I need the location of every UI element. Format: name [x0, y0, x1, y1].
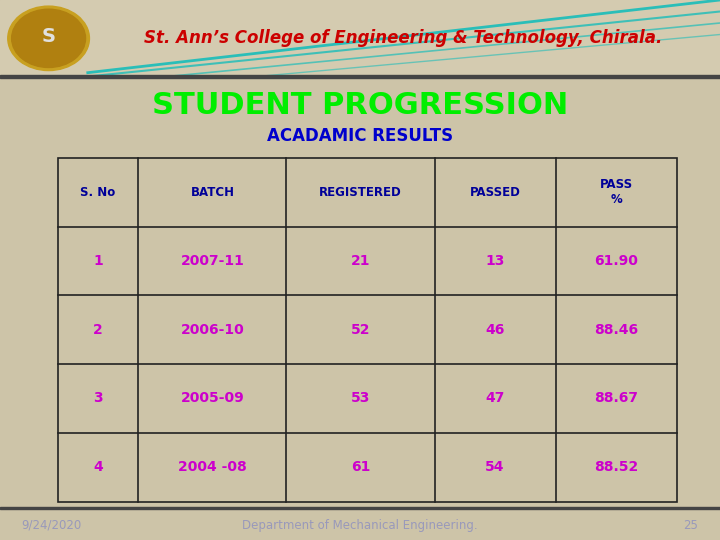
Text: 52: 52	[351, 323, 370, 337]
Text: 2: 2	[93, 323, 103, 337]
Circle shape	[8, 6, 89, 71]
Text: 2007-11: 2007-11	[181, 254, 244, 268]
Text: ACADAMIC RESULTS: ACADAMIC RESULTS	[267, 127, 453, 145]
Text: 88.52: 88.52	[594, 460, 639, 474]
Text: REGISTERED: REGISTERED	[319, 186, 402, 199]
Text: 88.67: 88.67	[594, 392, 638, 406]
Text: 54: 54	[485, 460, 505, 474]
Bar	[58, 158, 677, 502]
Text: St. Ann’s College of Engineering & Technology, Chirala.: St. Ann’s College of Engineering & Techn…	[144, 29, 662, 48]
Circle shape	[12, 9, 86, 68]
Text: 2004 -08: 2004 -08	[178, 460, 247, 474]
Text: 53: 53	[351, 392, 370, 406]
Text: PASSED: PASSED	[469, 186, 521, 199]
Text: 61: 61	[351, 460, 370, 474]
Text: 2005-09: 2005-09	[181, 392, 244, 406]
Text: 21: 21	[351, 254, 370, 268]
Text: STUDENT PROGRESSION: STUDENT PROGRESSION	[152, 91, 568, 120]
Text: 25: 25	[683, 518, 698, 532]
Text: 47: 47	[485, 392, 505, 406]
Text: 88.46: 88.46	[594, 323, 639, 337]
Text: 4: 4	[93, 460, 103, 474]
Text: 61.90: 61.90	[594, 254, 638, 268]
Text: Department of Mechanical Engineering.: Department of Mechanical Engineering.	[242, 518, 478, 532]
Text: 9/24/2020: 9/24/2020	[22, 518, 82, 532]
Text: S. No: S. No	[81, 186, 116, 199]
Text: 3: 3	[93, 392, 103, 406]
Text: BATCH: BATCH	[190, 186, 235, 199]
Text: 1: 1	[93, 254, 103, 268]
Text: 46: 46	[485, 323, 505, 337]
Text: S: S	[42, 28, 55, 46]
Text: 13: 13	[485, 254, 505, 268]
Text: PASS
%: PASS %	[600, 178, 633, 206]
Text: 2006-10: 2006-10	[181, 323, 244, 337]
